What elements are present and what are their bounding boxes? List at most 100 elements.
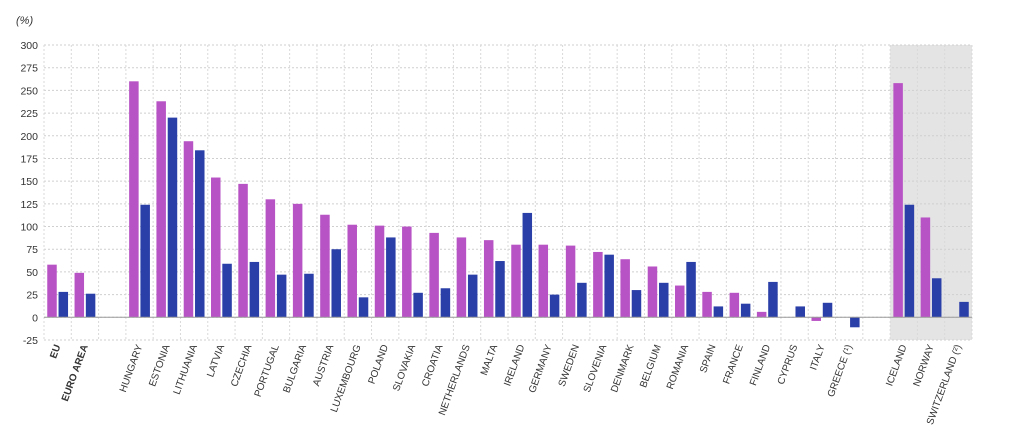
y-tick-label: 175 xyxy=(20,153,38,165)
bar-malta-series-1 xyxy=(483,240,494,318)
y-tick-label: 0 xyxy=(32,312,38,324)
bar-eu-series-2 xyxy=(58,291,69,318)
y-tick-label: 200 xyxy=(20,131,38,143)
x-label-latvia: LATVIA xyxy=(205,343,227,379)
bar-czechia-series-1 xyxy=(238,183,248,318)
x-label-cyprus: CYPRUS xyxy=(776,343,801,386)
bar-poland-series-1 xyxy=(374,225,385,318)
x-label-lithuania: LITHUANIA xyxy=(172,343,200,396)
x-label-estonia: ESTONIA xyxy=(147,343,172,388)
bar-eu-series-1 xyxy=(47,264,57,318)
x-label-malta: MALTA xyxy=(479,343,500,377)
y-tick-label: 125 xyxy=(20,199,38,211)
x-label-eu: EU xyxy=(48,343,63,360)
bar-lithuania-series-1 xyxy=(183,141,194,318)
shaded-region xyxy=(890,45,972,340)
x-label-greece: GREECE (¹) xyxy=(826,343,855,398)
x-label-romania: ROMANIA xyxy=(665,343,691,391)
x-label-slovakia: SLOVAKIA xyxy=(391,343,418,393)
bar-iceland-series-1 xyxy=(893,83,903,318)
bar-czechia-series-2 xyxy=(249,261,260,318)
x-label-ireland: IRELAND xyxy=(502,343,527,388)
y-tick-label: 50 xyxy=(26,267,38,279)
x-label-slovenia: SLOVENIA xyxy=(582,343,610,394)
bar-croatia-series-2 xyxy=(440,288,451,318)
y-tick-label: 225 xyxy=(20,108,38,120)
non-eu-shaded-area xyxy=(890,45,972,340)
bar-sweden-series-2 xyxy=(577,282,587,318)
bar-france-series-1 xyxy=(729,292,740,318)
x-label-hungary: HUNGARY xyxy=(118,343,145,394)
bar-italy-series-2 xyxy=(822,302,833,318)
y-tick-label: 300 xyxy=(20,40,38,52)
x-label-italy: ITALY xyxy=(808,343,827,372)
bar-luxembourg-series-2 xyxy=(358,297,369,318)
bar-estonia-series-1 xyxy=(156,101,166,318)
bar-estonia-series-2 xyxy=(167,117,178,318)
bar-netherlands-series-2 xyxy=(467,274,478,318)
bar-bulgaria-series-2 xyxy=(304,273,314,318)
bar-slovenia-series-1 xyxy=(593,251,603,318)
bar-latvia-series-2 xyxy=(222,263,232,318)
bar-denmark-series-1 xyxy=(620,259,630,318)
bar-norway-series-1 xyxy=(920,217,931,318)
bar-slovakia-series-1 xyxy=(402,226,412,318)
bar-malta-series-2 xyxy=(495,261,505,318)
bar-denmark-series-2 xyxy=(631,290,642,318)
bar-france-series-2 xyxy=(740,303,751,318)
bar-sweden-series-1 xyxy=(565,245,576,318)
bar-austria-series-1 xyxy=(320,214,330,318)
bar-croatia-series-1 xyxy=(429,232,439,318)
bar-romania-series-2 xyxy=(686,261,696,318)
unit-label: (%) xyxy=(16,15,33,27)
x-label-austria: AUSTRIA xyxy=(311,343,336,388)
bar-iceland-series-2 xyxy=(904,204,915,318)
bar-lithuania-series-2 xyxy=(195,150,205,318)
x-label-euro-area: EURO AREA xyxy=(60,343,91,403)
bar-portugal-series-2 xyxy=(276,274,287,318)
bars xyxy=(47,81,969,328)
bar-portugal-series-1 xyxy=(265,199,276,318)
y-tick-label: -25 xyxy=(23,335,38,347)
bar-greece-series-2 xyxy=(850,317,860,328)
bar-finland-series-1 xyxy=(756,311,767,318)
bar-hungary-series-1 xyxy=(129,81,139,318)
bar-euro-area-series-1 xyxy=(74,272,85,318)
grid xyxy=(43,44,973,341)
bar-euro-area-series-2 xyxy=(85,293,96,318)
bar-romania-series-1 xyxy=(675,285,685,318)
x-label-finland: FINLAND xyxy=(748,343,773,387)
bar-austria-series-2 xyxy=(331,249,341,318)
y-axis-ticks: -25 0 25 50 75 100 125 150 175 200 225 250 275 300 xyxy=(20,40,38,347)
bar-netherlands-series-1 xyxy=(456,237,467,318)
x-label-belgium: BELGIUM xyxy=(638,343,664,389)
bar-spain-series-1 xyxy=(702,291,712,318)
bar-switzerland-series-2 xyxy=(959,301,969,318)
bar-slovenia-series-2 xyxy=(604,254,614,318)
x-label-iceland: ICELAND xyxy=(884,343,909,388)
x-label-spain: SPAIN xyxy=(698,343,718,374)
bar-poland-series-2 xyxy=(386,237,396,318)
x-label-sweden: SWEDEN xyxy=(557,343,582,388)
y-tick-label: 100 xyxy=(20,222,38,234)
x-label-denmark: DENMARK xyxy=(609,343,637,394)
x-label-czechia: CZECHIA xyxy=(229,343,254,388)
bar-spain-series-2 xyxy=(713,306,724,318)
y-tick-label: 250 xyxy=(20,85,38,97)
bar-luxembourg-series-1 xyxy=(347,224,357,318)
y-tick-label: 25 xyxy=(26,290,38,302)
x-label-portugal: PORTUGAL xyxy=(253,343,282,399)
x-label-germany: GERMANY xyxy=(527,343,555,395)
bar-bulgaria-series-1 xyxy=(292,203,303,318)
bar-italy-series-1 xyxy=(811,317,821,321)
x-label-poland: POLAND xyxy=(367,343,391,385)
x-label-norway: NORWAY xyxy=(912,343,937,388)
bar-germany-series-1 xyxy=(538,244,549,318)
bar-norway-series-2 xyxy=(931,278,942,318)
y-tick-label: 75 xyxy=(26,244,38,256)
bar-ireland-series-1 xyxy=(511,244,521,318)
bar-belgium-series-2 xyxy=(659,282,669,318)
bar-latvia-series-1 xyxy=(211,177,221,318)
